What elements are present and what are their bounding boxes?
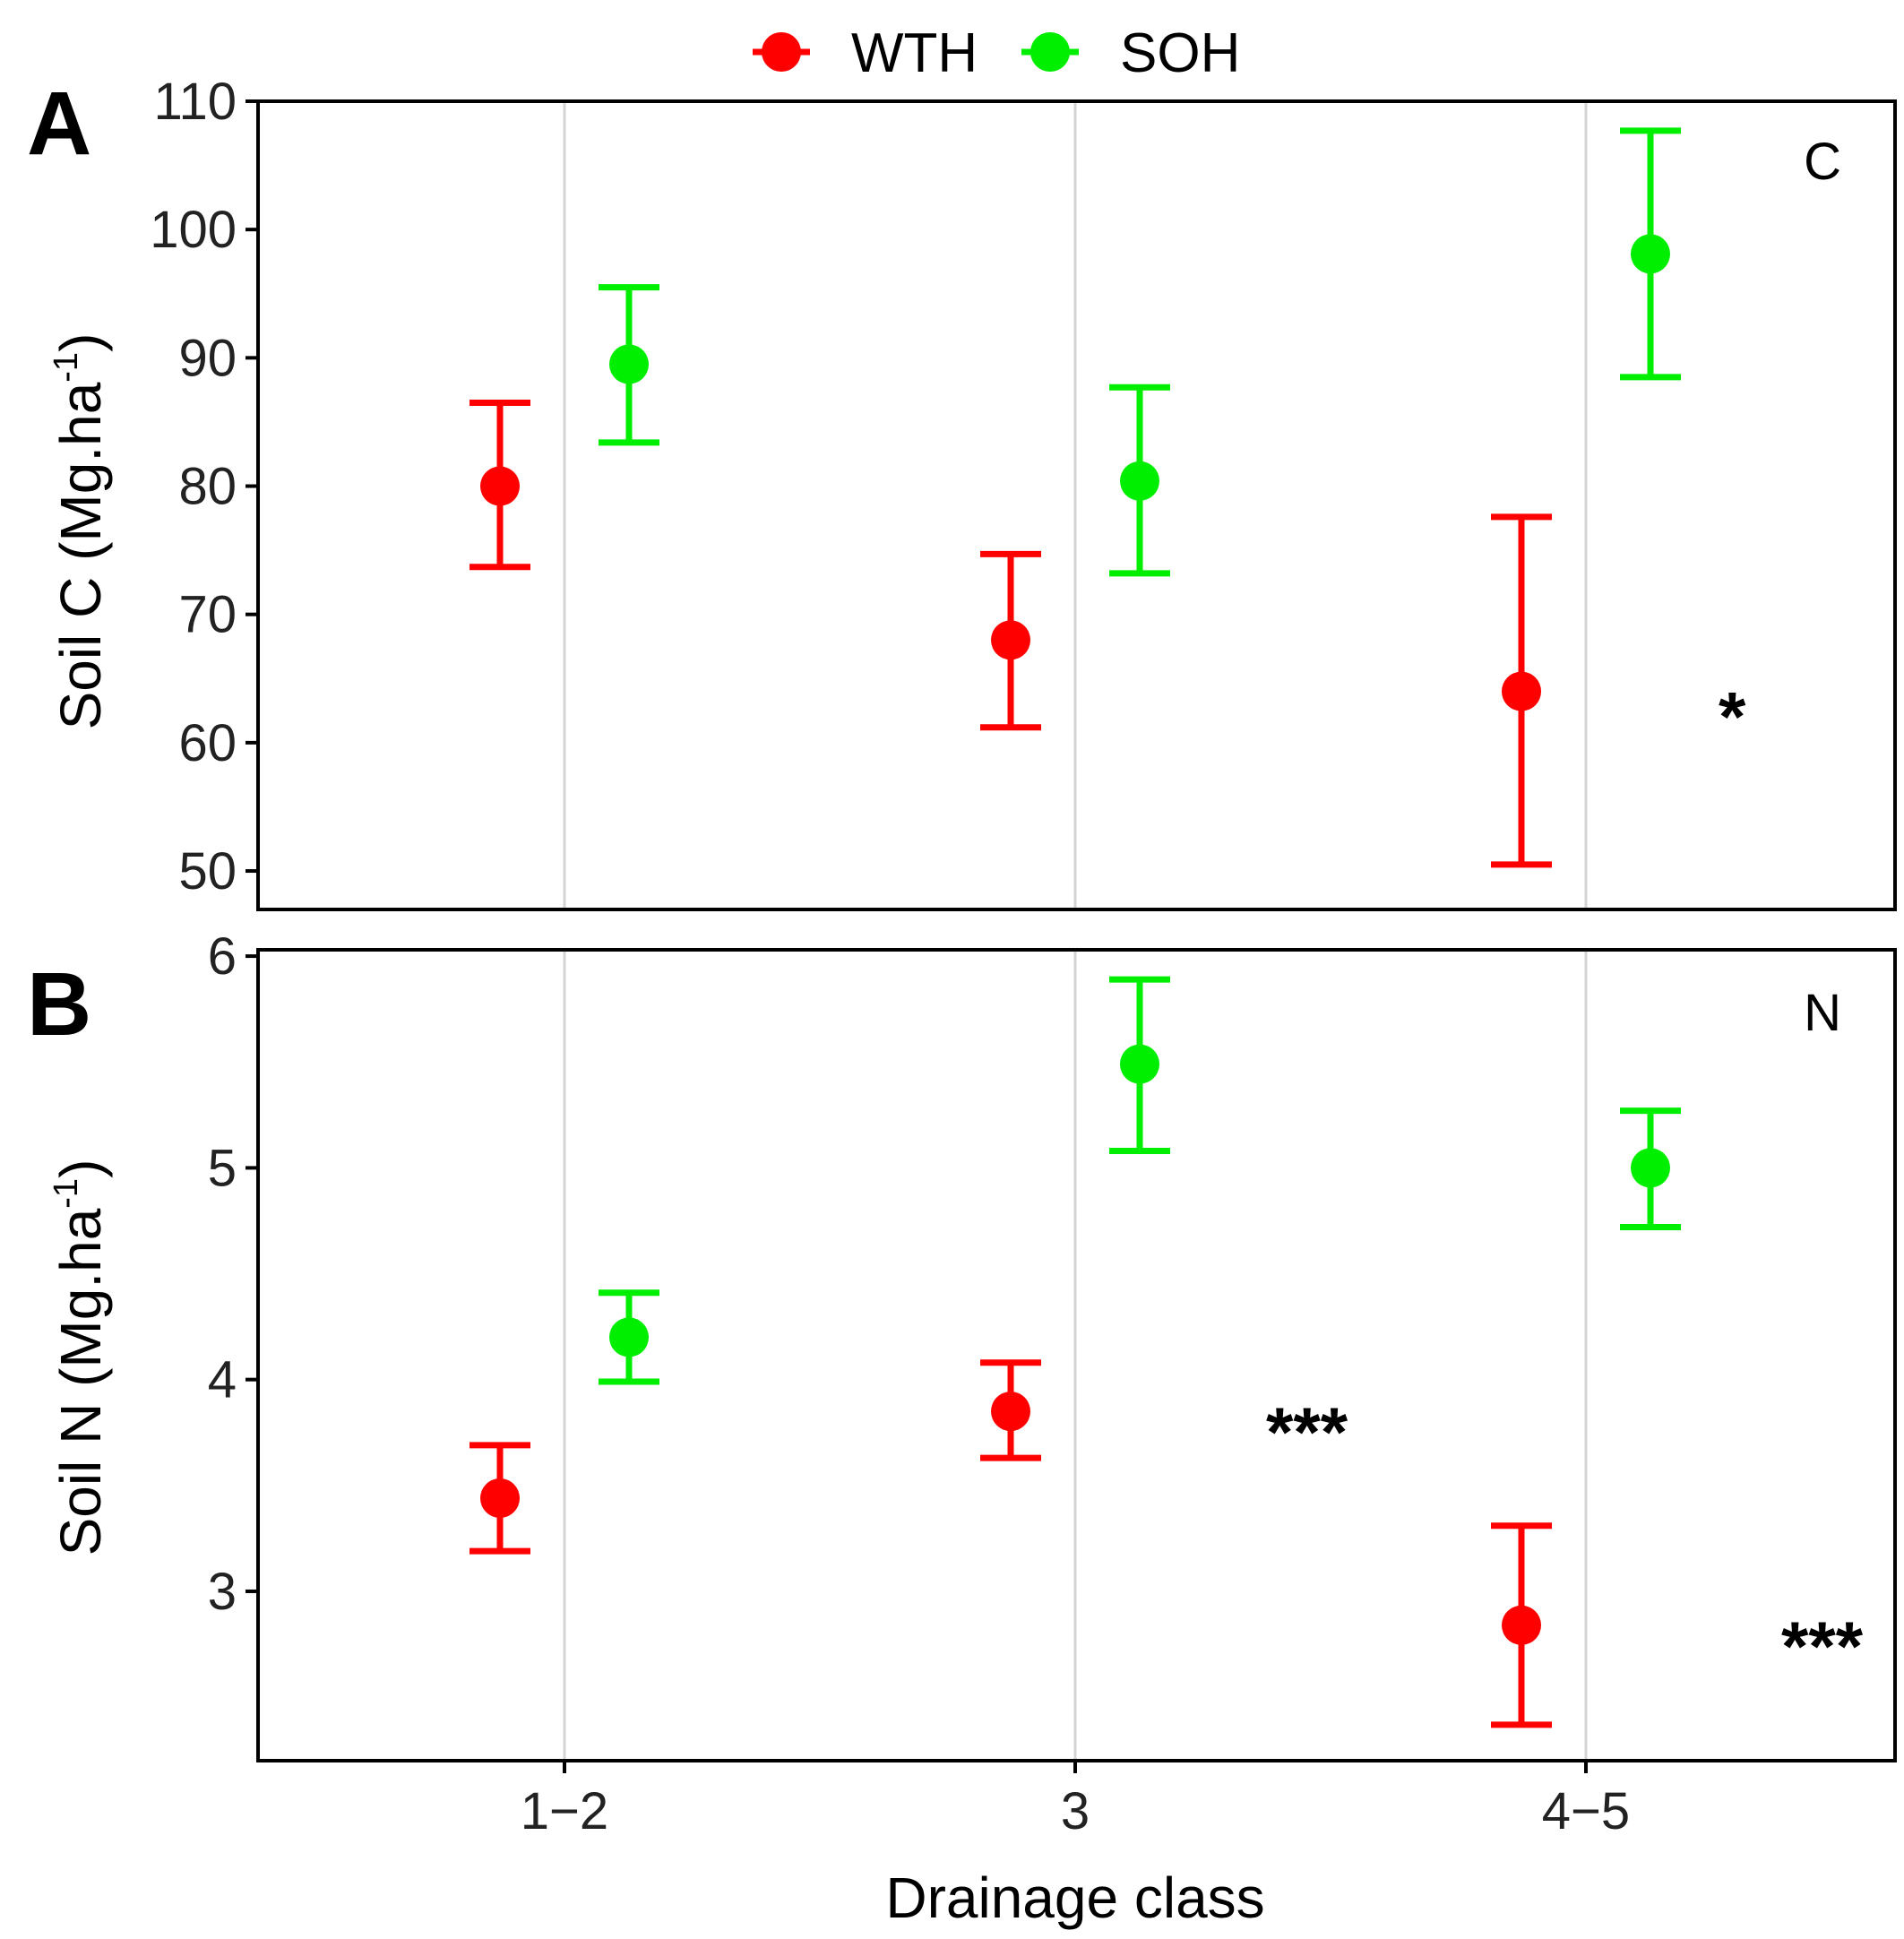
panel-a-ylabel-sup: -1 xyxy=(47,352,85,383)
panel-a-wth-2-point xyxy=(1502,671,1541,711)
panel-b-wth-2-point xyxy=(1502,1605,1541,1645)
panel-b-ylabel-main: Soil N (Mg.ha xyxy=(48,1208,113,1556)
panel-b-letter: B xyxy=(27,954,91,1055)
panel-a-letter: A xyxy=(27,73,91,174)
panel-a-y-axis: 50 60 70 80 90 100 110 xyxy=(150,73,258,901)
panel-a-ytick-label-0: 50 xyxy=(178,842,237,901)
legend-item-soh: SOH xyxy=(1021,22,1240,84)
panel-b-corner-label: N xyxy=(1804,984,1841,1042)
panel-b-soh-2-point xyxy=(1631,1148,1670,1188)
panel-b: B N Soil N (Mg.ha-1) *** *** 3 4 5 6 1−2 3 4−5 xyxy=(27,927,1897,1840)
x-axis: 1−2 3 4−5 xyxy=(521,1761,1630,1840)
legend-wth-marker xyxy=(762,32,801,72)
panel-b-marks: *** *** xyxy=(470,976,1864,1728)
panel-a-ytick-label-1: 60 xyxy=(178,714,237,772)
x-axis-title: Drainage class xyxy=(885,1866,1264,1930)
x-tick-label-1: 3 xyxy=(1061,1782,1090,1840)
panel-b-ylabel-close: ) xyxy=(48,1159,113,1178)
x-tick-label-2: 4−5 xyxy=(1542,1782,1630,1840)
legend: WTH SOH xyxy=(753,22,1240,84)
panel-a-gridlines xyxy=(563,101,1588,909)
panel-a-ytick-label-5: 100 xyxy=(150,201,237,259)
panel-a-ylabel-close: ) xyxy=(48,333,113,352)
panel-a-frame xyxy=(256,99,1897,911)
panel-b-gridlines xyxy=(563,950,1588,1761)
panel-a-wth-1-point xyxy=(991,620,1030,660)
panel-b-ytick-label-3: 6 xyxy=(208,927,237,986)
legend-wth-label: WTH xyxy=(851,22,978,84)
panel-a-ytick-label-4: 90 xyxy=(178,329,237,387)
panel-b-soh-1-point xyxy=(1120,1044,1159,1084)
x-tick-label-0: 1−2 xyxy=(521,1782,608,1840)
panel-a-ytick-label-2: 70 xyxy=(178,586,237,644)
panel-b-ytick-label-1: 4 xyxy=(208,1351,237,1409)
panel-b-ylabel: Soil N (Mg.ha-1) xyxy=(47,1159,113,1556)
panel-a-soh-2-point xyxy=(1631,234,1670,274)
panel-a: A C Soil C (Mg.ha-1) * 50 60 70 80 90 100 110 xyxy=(27,73,1897,911)
legend-soh-label: SOH xyxy=(1120,22,1240,84)
panel-b-wth-0-point xyxy=(480,1478,520,1518)
panel-b-ytick-label-2: 5 xyxy=(208,1139,237,1197)
panel-b-ylabel-sup: -1 xyxy=(47,1178,85,1209)
panel-b-wth-1-point xyxy=(991,1392,1030,1432)
panel-a-corner-label: C xyxy=(1804,133,1841,191)
panel-b-significance-0: *** xyxy=(1266,1392,1348,1471)
panel-b-y-axis: 3 4 5 6 xyxy=(208,927,258,1621)
legend-soh-marker xyxy=(1030,32,1070,72)
panel-b-significance-1: *** xyxy=(1781,1607,1864,1685)
panel-a-soh-1-point xyxy=(1120,461,1159,501)
panel-a-wth-0-point xyxy=(480,466,520,506)
panel-a-ylabel: Soil C (Mg.ha-1) xyxy=(47,333,113,730)
legend-item-wth: WTH xyxy=(753,22,978,84)
panel-a-significance-0: * xyxy=(1719,677,1746,756)
panel-b-ytick-label-0: 3 xyxy=(208,1563,237,1621)
panel-a-marks: * xyxy=(470,127,1746,868)
panel-a-ylabel-main: Soil C (Mg.ha xyxy=(48,382,113,729)
panel-a-ytick-label-6: 110 xyxy=(154,73,237,131)
panel-a-soh-0-point xyxy=(609,344,649,384)
panel-b-soh-0-point xyxy=(609,1317,649,1357)
panel-a-ytick-label-3: 80 xyxy=(178,458,237,516)
